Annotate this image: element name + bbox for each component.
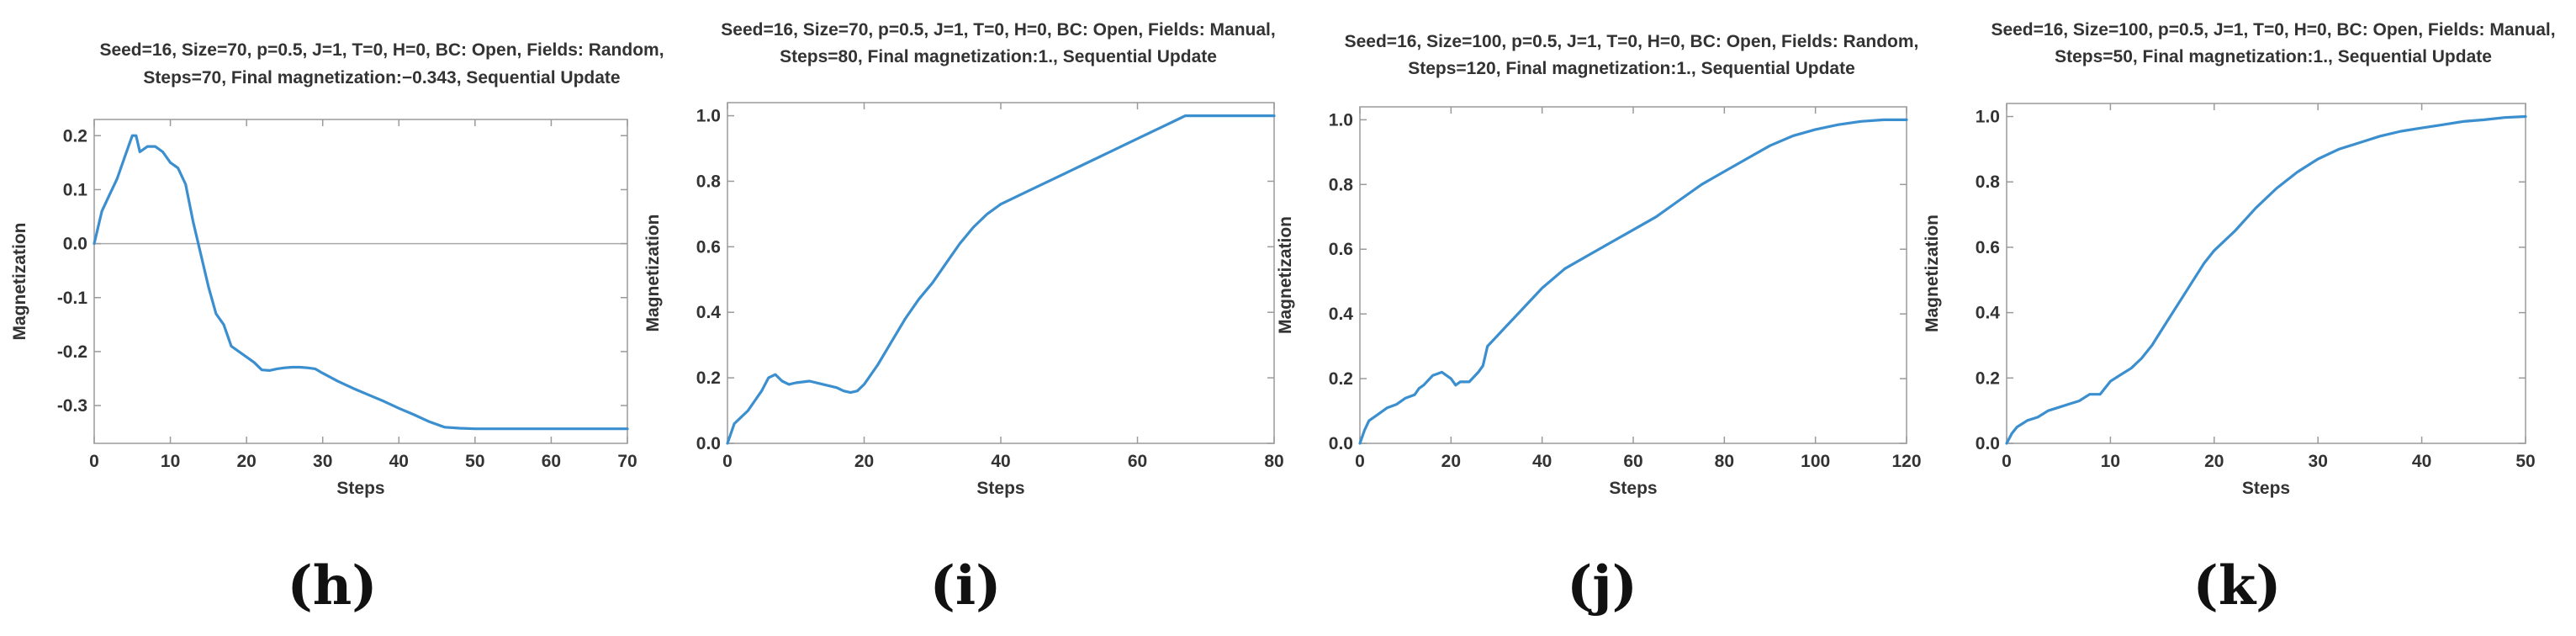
x-tick-label: 60 (1128, 452, 1147, 471)
y-tick-label: 0.6 (1329, 240, 1353, 259)
plot-frame (1359, 106, 1907, 444)
series-line-magnetization (726, 114, 1276, 445)
chart-title-line: Steps=50, Final magnetization:1., Sequen… (2055, 47, 2492, 66)
y-tick-label: 0.0 (1329, 434, 1353, 453)
chart-title-line: Seed=16, Size=70, p=0.5, J=1, T=0, H=0, … (99, 40, 664, 60)
chart-title-line: Seed=16, Size=100, p=0.5, J=1, T=0, H=0,… (1345, 32, 1919, 51)
plot-frame (2006, 103, 2526, 444)
y-tick-label: 0.8 (1329, 175, 1354, 194)
y-axis-label: Magnetization (1923, 215, 1942, 332)
x-axis-label: Steps (336, 479, 384, 498)
y-axis-label: Magnetization (10, 223, 29, 341)
x-tick-label: 0 (1355, 452, 1365, 471)
chart-title-line: Steps=120, Final magnetization:1., Seque… (1408, 59, 1855, 78)
y-tick-label: -0.1 (57, 289, 88, 308)
x-axis-label: Steps (1609, 479, 1657, 498)
x-tick-label: 0 (2002, 452, 2012, 471)
plot-frame (93, 119, 628, 444)
panel-label: (k) (2193, 554, 2282, 617)
x-tick-label: 70 (617, 452, 637, 471)
y-tick-label: 0.4 (1329, 305, 1354, 324)
x-tick-label: 20 (236, 452, 256, 471)
x-tick-label: 100 (1801, 452, 1830, 471)
x-tick-label: 40 (1532, 452, 1552, 471)
plot-frame (727, 102, 1275, 444)
y-axis-label: Magnetization (643, 215, 663, 332)
y-tick-label: 1.0 (1976, 108, 2000, 127)
y-tick-label: 0.8 (1976, 172, 2001, 192)
y-tick-label: 1.0 (1329, 110, 1353, 130)
chart-title-line: Steps=70, Final magnetization:−0.343, Se… (143, 68, 620, 87)
x-tick-label: 50 (465, 452, 484, 471)
chart-title-line: Seed=16, Size=70, p=0.5, J=1, T=0, H=0, … (721, 20, 1275, 40)
panel-label: (j) (1567, 554, 1637, 617)
series-line-magnetization (2005, 114, 2527, 445)
y-tick-label: 0.2 (696, 368, 721, 388)
chart-title-line: Seed=16, Size=100, p=0.5, J=1, T=0, H=0,… (1991, 20, 2555, 40)
y-tick-label: 0.0 (1976, 434, 2000, 453)
series-line-magnetization (1358, 118, 1908, 445)
y-tick-label: -0.3 (57, 396, 87, 416)
x-tick-label: 10 (2101, 452, 2120, 471)
x-tick-label: 80 (1264, 452, 1283, 471)
chart-panel-k: Seed=16, Size=100, p=0.5, J=1, T=0, H=0,… (1923, 20, 2556, 617)
panel-label: (i) (930, 554, 1002, 617)
y-axis-label: Magnetization (1276, 216, 1295, 334)
x-tick-label: 120 (1891, 452, 1921, 471)
chart-panel-i: Seed=16, Size=70, p=0.5, J=1, T=0, H=0, … (643, 20, 1284, 617)
y-tick-label: 0.6 (1976, 238, 2000, 257)
y-tick-label: 0.4 (696, 303, 722, 322)
y-tick-label: 1.0 (696, 107, 721, 126)
x-tick-label: 30 (2309, 452, 2328, 471)
y-tick-label: 0.0 (63, 235, 87, 254)
chart-panel-j: Seed=16, Size=100, p=0.5, J=1, T=0, H=0,… (1276, 32, 1922, 617)
x-axis-label: Steps (2242, 479, 2290, 498)
x-tick-label: 40 (991, 452, 1010, 471)
series-line-magnetization (93, 134, 629, 431)
x-tick-label: 20 (2204, 452, 2224, 471)
y-tick-label: -0.2 (57, 342, 87, 362)
y-tick-label: 0.1 (63, 180, 88, 199)
y-tick-label: 0.4 (1976, 304, 2001, 323)
x-tick-label: 50 (2515, 452, 2535, 471)
x-tick-label: 10 (161, 452, 180, 471)
y-tick-label: 0.2 (63, 126, 87, 146)
x-tick-label: 30 (313, 452, 332, 471)
y-tick-label: 0.2 (1976, 368, 2000, 388)
x-tick-label: 40 (2412, 452, 2431, 471)
chart-panel-h: Seed=16, Size=70, p=0.5, J=1, T=0, H=0, … (10, 40, 664, 617)
panel-label: (h) (287, 554, 377, 617)
x-tick-label: 0 (89, 452, 99, 471)
y-tick-label: 0.6 (696, 237, 721, 257)
y-tick-label: 0.8 (696, 172, 722, 191)
x-tick-label: 60 (1623, 452, 1642, 471)
x-tick-label: 60 (542, 452, 561, 471)
x-tick-label: 80 (1715, 452, 1734, 471)
x-tick-label: 40 (389, 452, 409, 471)
x-tick-label: 20 (1441, 452, 1461, 471)
y-tick-label: 0.2 (1329, 369, 1353, 389)
x-axis-label: Steps (976, 479, 1024, 498)
x-tick-label: 0 (722, 452, 733, 471)
chart-title-line: Steps=80, Final magnetization:1., Sequen… (780, 47, 1217, 66)
x-tick-label: 20 (854, 452, 874, 471)
y-tick-label: 0.0 (696, 434, 721, 453)
